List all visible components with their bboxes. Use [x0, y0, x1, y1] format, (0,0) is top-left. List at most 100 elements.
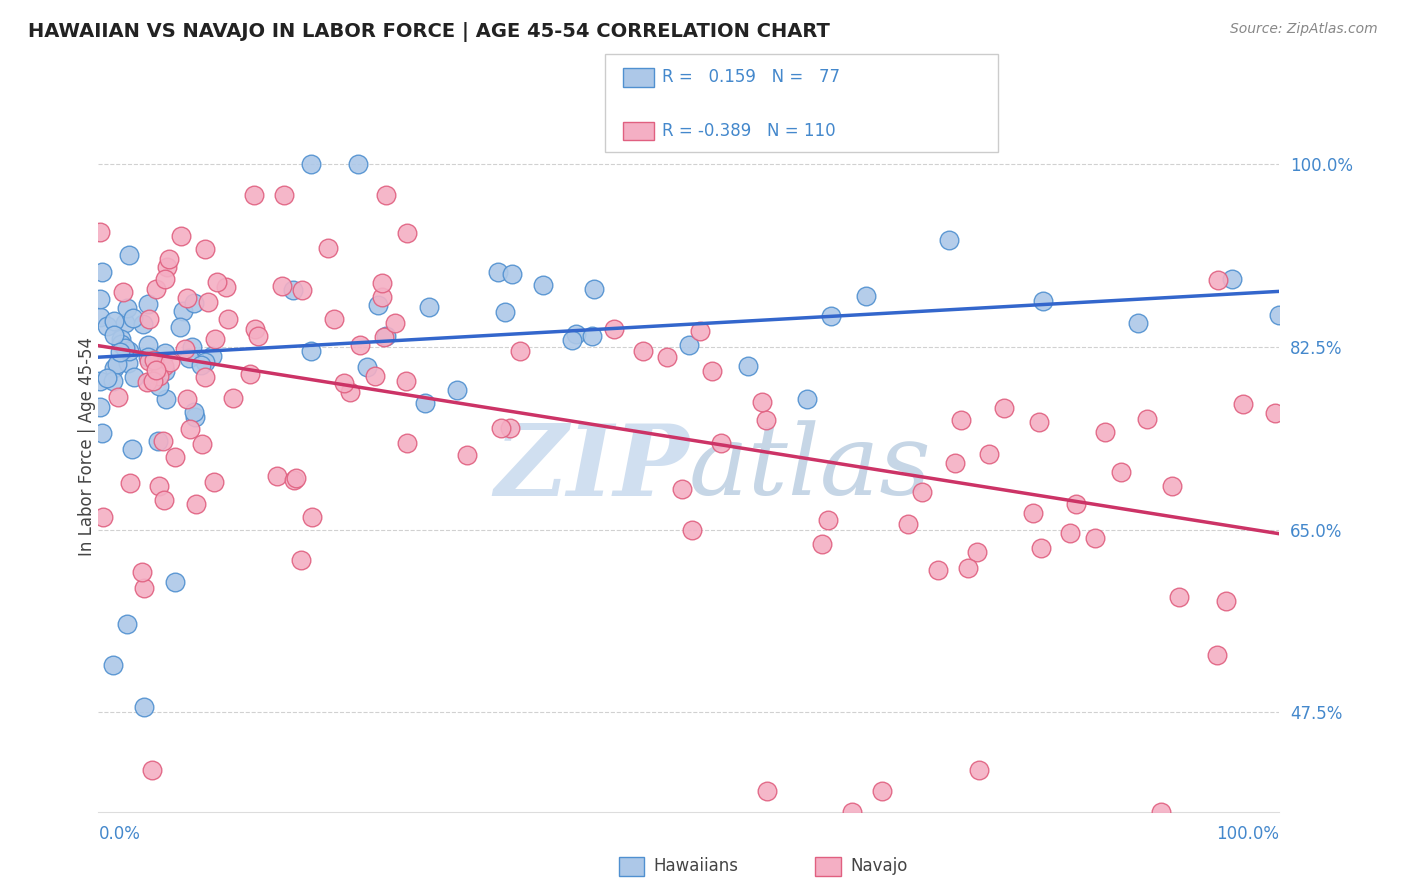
- Point: [145, 282, 167, 296]
- Point: [156, 260, 179, 275]
- Point: [194, 355, 217, 369]
- Text: 0.0%: 0.0%: [98, 825, 141, 843]
- Point: [138, 311, 160, 326]
- Point: [1136, 411, 1159, 425]
- Point: [96, 371, 118, 385]
- Point: [349, 338, 371, 352]
- Point: [132, 317, 155, 331]
- Point: [446, 383, 468, 397]
- Point: [118, 476, 141, 491]
- Point: [581, 328, 603, 343]
- Point: [163, 450, 186, 464]
- Point: [136, 296, 159, 310]
- Point: [111, 285, 134, 300]
- Point: [755, 784, 778, 798]
- Point: [136, 351, 159, 365]
- Point: [396, 227, 419, 241]
- Point: [671, 482, 693, 496]
- Point: [142, 353, 165, 368]
- Point: [89, 374, 111, 388]
- Point: [243, 188, 266, 202]
- Point: [200, 349, 222, 363]
- Text: R =   0.159   N =   77: R = 0.159 N = 77: [662, 69, 841, 87]
- Point: [1220, 272, 1243, 286]
- Point: [114, 316, 136, 330]
- Point: [202, 475, 225, 490]
- Point: [966, 544, 988, 558]
- Point: [121, 442, 143, 456]
- Point: [957, 561, 980, 575]
- Point: [270, 278, 292, 293]
- Point: [91, 509, 114, 524]
- Point: [103, 327, 125, 342]
- Point: [418, 300, 440, 314]
- Point: [184, 409, 207, 424]
- Point: [927, 563, 949, 577]
- Point: [118, 248, 141, 262]
- Point: [299, 157, 322, 171]
- Point: [136, 337, 159, 351]
- Point: [121, 311, 143, 326]
- Point: [110, 345, 132, 359]
- Point: [384, 316, 406, 330]
- Point: [751, 395, 773, 409]
- Point: [176, 291, 198, 305]
- Point: [153, 272, 176, 286]
- Point: [494, 305, 516, 319]
- Point: [1094, 425, 1116, 439]
- Text: Hawaiians: Hawaiians: [654, 857, 738, 875]
- Point: [347, 157, 370, 171]
- Point: [1232, 397, 1254, 411]
- Point: [1150, 805, 1173, 819]
- Point: [169, 320, 191, 334]
- Point: [90, 265, 112, 279]
- Text: 100.0%: 100.0%: [1216, 825, 1279, 843]
- Point: [1109, 465, 1132, 479]
- Point: [152, 434, 174, 448]
- Point: [373, 330, 395, 344]
- Point: [221, 392, 243, 406]
- Point: [489, 421, 512, 435]
- Point: [103, 374, 125, 388]
- Point: [122, 370, 145, 384]
- Point: [486, 265, 509, 279]
- Point: [737, 359, 759, 374]
- Point: [681, 523, 703, 537]
- Point: [114, 341, 136, 355]
- Point: [1059, 526, 1081, 541]
- Point: [870, 784, 893, 798]
- Point: [217, 312, 239, 326]
- Point: [183, 296, 205, 310]
- Point: [190, 358, 212, 372]
- Point: [89, 225, 111, 239]
- Point: [107, 390, 129, 404]
- Point: [142, 374, 165, 388]
- Point: [281, 283, 304, 297]
- Point: [1161, 478, 1184, 492]
- Point: [1066, 497, 1088, 511]
- Point: [283, 473, 305, 487]
- Point: [191, 436, 214, 450]
- Point: [285, 470, 308, 484]
- Point: [501, 267, 523, 281]
- Point: [179, 422, 201, 436]
- Point: [176, 392, 198, 406]
- Y-axis label: In Labor Force | Age 45-54: In Labor Force | Age 45-54: [79, 336, 96, 556]
- Point: [170, 229, 193, 244]
- Point: [89, 401, 111, 415]
- Point: [564, 326, 586, 341]
- Point: [136, 376, 159, 390]
- Point: [163, 574, 186, 589]
- Point: [152, 360, 174, 375]
- Text: HAWAIIAN VS NAVAJO IN LABOR FORCE | AGE 45-54 CORRELATION CHART: HAWAIIAN VS NAVAJO IN LABOR FORCE | AGE …: [28, 22, 830, 42]
- Point: [509, 343, 531, 358]
- Point: [1084, 531, 1107, 545]
- Point: [755, 413, 778, 427]
- Text: Source: ZipAtlas.com: Source: ZipAtlas.com: [1230, 22, 1378, 37]
- Point: [155, 392, 177, 407]
- Point: [855, 288, 877, 302]
- Point: [943, 456, 966, 470]
- Point: [631, 344, 654, 359]
- Point: [979, 447, 1001, 461]
- Point: [89, 292, 111, 306]
